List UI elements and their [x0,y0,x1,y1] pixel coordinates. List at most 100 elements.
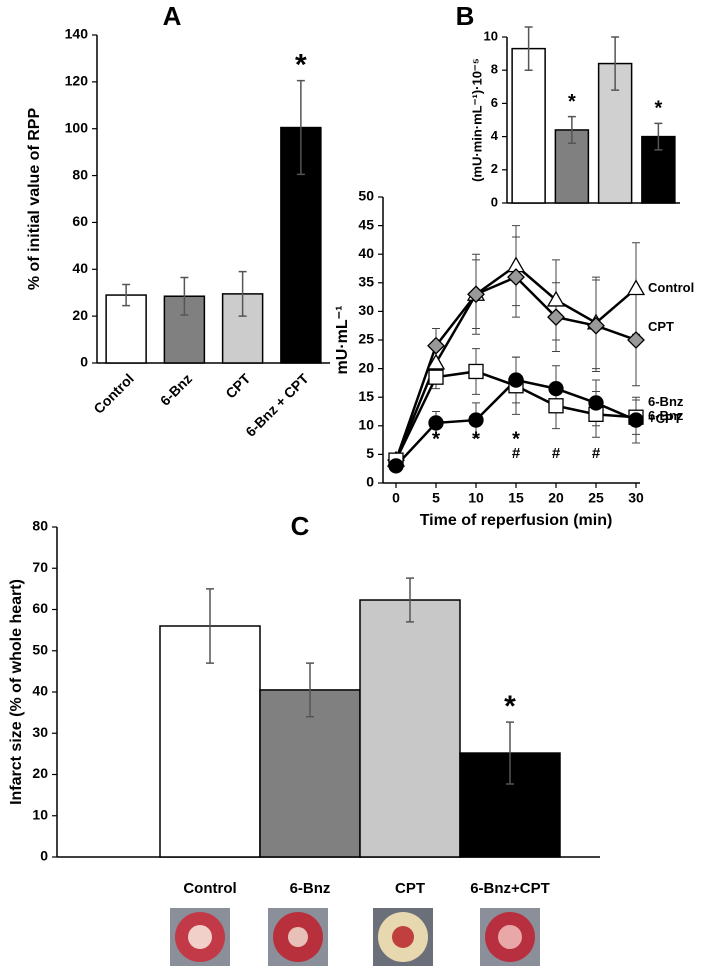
point [587,316,605,335]
panel-title: A [163,1,182,31]
point [548,398,564,414]
point [426,353,446,370]
bar [105,294,147,364]
x-tick-label: CPT [395,880,425,897]
bar [159,625,261,858]
y-tick-label: 80 [72,166,88,182]
y-tick-label: 0 [80,354,88,370]
error-bar [238,270,247,317]
heart-images [170,908,540,966]
y-axis-label: Infarct size (% of whole heart) [8,579,25,805]
x-tick-label: Control [90,370,137,417]
point [468,363,484,380]
error-bar [180,276,189,316]
point [628,412,644,428]
y-tick-label: 4 [491,128,499,143]
y-tick-label: 10 [484,28,498,43]
significance-marker: * [472,428,480,450]
significance-marker: * [295,49,307,82]
x-tick-label: 6-Bnz [157,370,195,408]
y-tick-label: 120 [65,73,89,89]
y-axis-label: % of initial value of RPP [26,108,43,291]
point [468,412,484,428]
error-bar [122,283,131,307]
point [626,279,646,296]
series-label: 6-Bnz [648,408,684,424]
significance-marker: * [568,91,576,113]
point [388,458,404,474]
y-tick-label: 2 [491,161,498,176]
y-tick-label: 5 [366,445,374,461]
error-bar [406,577,414,623]
panel-title: B [456,1,475,31]
bar [259,689,361,858]
error-bar [654,122,663,151]
error-bar [611,36,620,91]
point [547,308,565,327]
y-tick-label: 30 [358,302,374,318]
x-axis-label: Time of reperfusion (min) [420,512,613,529]
x-tick-label: 20 [548,490,564,506]
y-tick-label: 30 [32,724,48,740]
y-tick-label: 50 [32,641,48,657]
y-tick-label: 20 [72,307,88,323]
significance-marker: * [512,428,520,450]
significance-marker: # [592,445,601,462]
y-tick-label: 8 [491,62,498,77]
y-tick-label: 0 [366,474,374,490]
x-tick-label: CPT [222,370,253,401]
point [627,331,645,349]
y-tick-label: 140 [65,26,89,42]
x-tick-label: 25 [588,490,604,506]
point [428,369,444,385]
y-tick-label: 70 [32,559,48,575]
error-bar [306,662,314,718]
point [428,415,444,431]
error-bar [206,588,214,664]
bar [511,47,546,204]
significance-marker: * [654,98,662,120]
significance-marker: * [504,690,516,723]
y-tick-label: 40 [72,260,88,276]
significance-marker: # [512,445,521,462]
y-tick-label: 15 [358,388,374,404]
y-tick-label: 20 [358,359,374,375]
y-tick-label: 10 [358,417,374,433]
y-tick-label: 0 [40,848,48,864]
x-tick-label: 30 [628,490,644,506]
y-axis-label: mU·mL⁻¹ [334,306,351,375]
series-label: Control [648,279,695,295]
panel-title: C [291,511,310,541]
x-tick-label: 5 [432,490,440,506]
x-tick-label: 6-Bnz + CPT [242,370,312,440]
x-tick-label: 10 [468,490,484,506]
y-tick-label: 20 [32,765,48,781]
error-bar [524,26,533,71]
y-tick-label: 25 [358,331,374,347]
significance-marker: * [432,428,440,450]
error-bar [506,721,514,785]
point [427,336,445,355]
point [508,372,524,388]
x-tick-label: 6-Bnz+CPT [470,880,550,897]
y-tick-label: 60 [32,600,48,616]
y-axis-label: (mU·min·mL⁻¹)·10⁻⁵ [469,58,484,182]
y-tick-label: 100 [65,119,89,135]
x-tick-label: 0 [392,490,400,506]
y-tick-label: 35 [358,274,374,290]
series-label: 6-Bnz +CPT [648,394,684,427]
y-tick-label: 6 [491,95,498,110]
point [507,268,525,286]
y-tick-label: 40 [358,245,374,261]
y-tick-label: 40 [32,683,48,699]
y-tick-label: 0 [491,194,498,209]
series-label: CPT [648,319,674,334]
y-tick-label: 80 [32,518,48,534]
y-tick-label: 60 [72,213,88,229]
bar [359,599,461,858]
point [546,290,566,307]
y-tick-label: 50 [358,188,374,204]
y-tick-label: 10 [32,806,48,822]
